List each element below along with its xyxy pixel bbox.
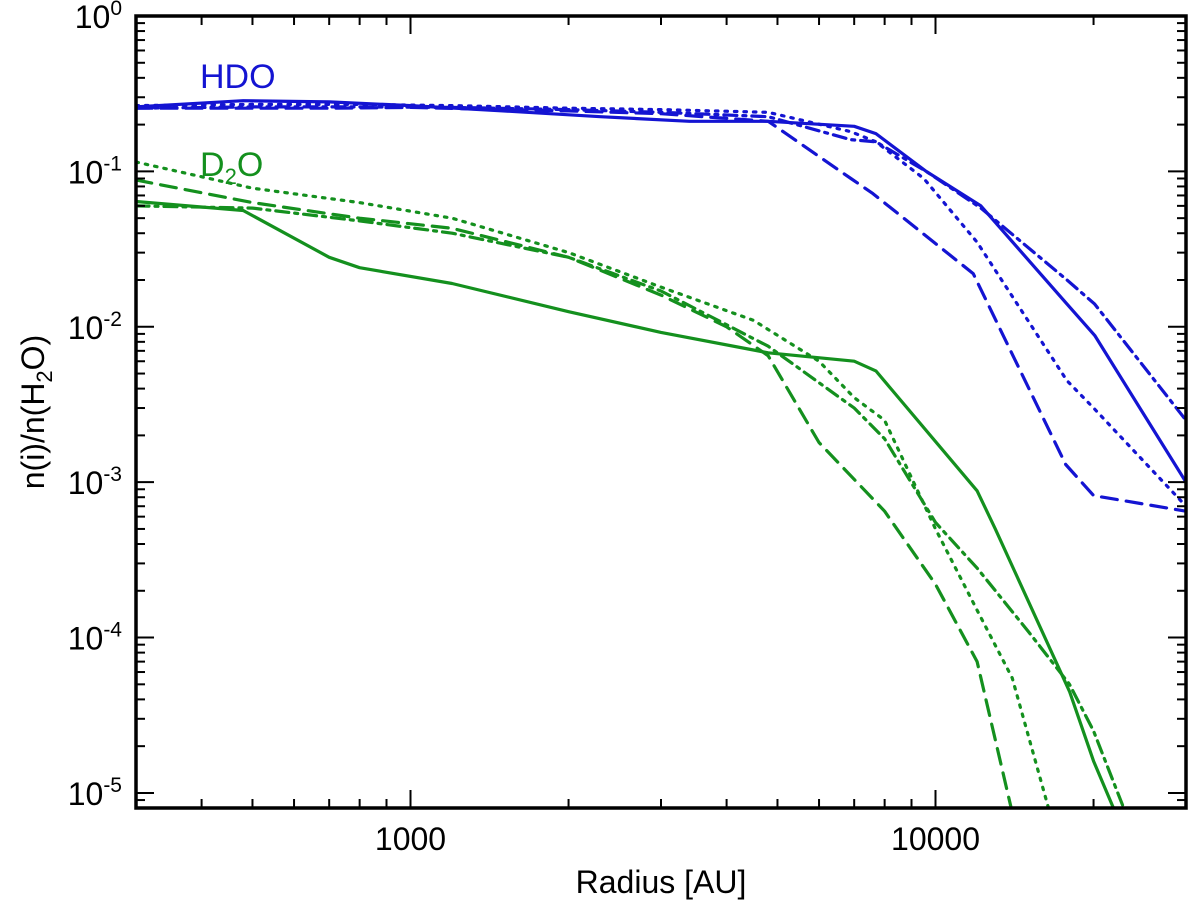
y-axis-title: n(i)/n(H2O) (15, 335, 57, 489)
y-tick-label: 10-4 (68, 619, 123, 657)
series-line-d2o-dashed (136, 178, 1013, 808)
series-line-hdo-dotted (136, 102, 1186, 508)
series-line-d2o-solid (136, 199, 1116, 808)
y-tick-label: 10-1 (68, 152, 122, 190)
hdo-label: HDO (200, 58, 276, 96)
y-axis-title-sub: 2 (32, 370, 57, 382)
y-axis-title-suffix: O) (15, 335, 51, 371)
plot-frame (134, 14, 1188, 810)
y-tick-label: 10-3 (68, 463, 122, 501)
d2o-label-o: O (237, 146, 263, 184)
ticks-layer: 1000 10000 100 10-1 10-2 10-3 10-4 10-5 (68, 0, 1187, 857)
series-line-d2o-dotted (136, 160, 1051, 808)
d2o-label-sub: 2 (225, 164, 237, 189)
y-tick-label: 10-5 (68, 774, 122, 812)
series-layer (136, 99, 1186, 808)
x-tick-label: 1000 (375, 821, 446, 857)
y-tick-label: 10-2 (68, 308, 122, 346)
d2o-label: D2O (200, 146, 263, 189)
d2o-label-d: D (200, 146, 225, 184)
series-line-d2o-dashdot (136, 204, 1126, 808)
y-axis-title-prefix: n(i)/n(H (15, 383, 51, 490)
x-axis-title: Radius [AU] (576, 864, 747, 900)
y-tick-label: 100 (75, 0, 122, 35)
x-tick-label: 10000 (891, 821, 980, 857)
series-line-hdo-dashdot (136, 105, 1186, 422)
